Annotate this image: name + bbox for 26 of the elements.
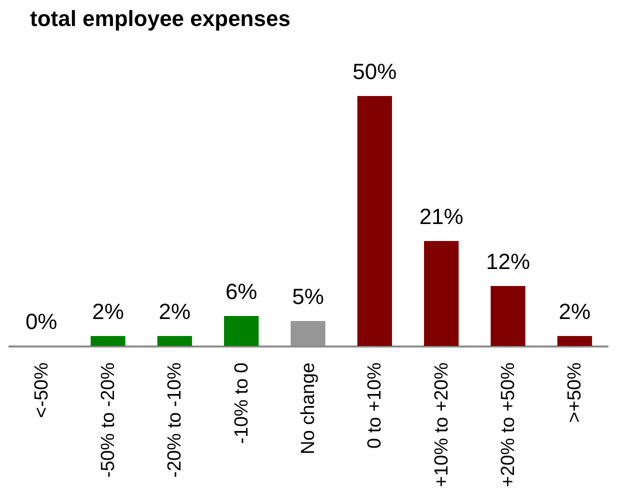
x-tick-label: -50% to -20%	[98, 362, 119, 478]
x-tick-label: +20% to +50%	[498, 362, 519, 488]
data-label: 2%	[558, 299, 591, 324]
data-label: 21%	[419, 204, 464, 229]
x-tick-label: <-50%	[31, 362, 52, 418]
x-tick-label: 0 to +10%	[364, 362, 386, 449]
bar	[490, 286, 526, 346]
data-label: 0%	[25, 309, 58, 334]
data-label: 12%	[486, 249, 530, 274]
bar	[224, 316, 259, 346]
chart-title: total employee expenses	[30, 6, 290, 31]
data-label: 6%	[225, 279, 258, 304]
x-tick-label: -10% to 0	[231, 362, 252, 444]
bar	[90, 336, 126, 346]
data-label: 50%	[352, 59, 397, 84]
x-tick-label: +10% to +20%	[431, 362, 452, 488]
data-label: 5%	[292, 284, 324, 309]
data-label: 2%	[92, 299, 124, 324]
x-tick-label: No change	[298, 362, 319, 454]
bar	[157, 336, 192, 346]
x-tick-label: -20% to -10%	[164, 362, 186, 478]
bar	[357, 96, 392, 346]
bar	[424, 241, 459, 346]
data-label: 2%	[158, 299, 191, 324]
bar	[557, 336, 592, 346]
x-tick-label: >+50%	[564, 362, 586, 423]
